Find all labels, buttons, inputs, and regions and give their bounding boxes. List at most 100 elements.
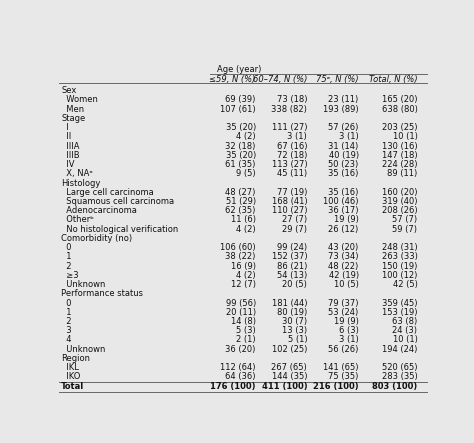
Text: 638 (80): 638 (80) [382, 105, 418, 114]
Text: 14 (8): 14 (8) [231, 317, 256, 326]
Text: 32 (18): 32 (18) [226, 142, 256, 151]
Text: 3 (1): 3 (1) [287, 132, 307, 141]
Text: 165 (20): 165 (20) [382, 96, 418, 105]
Text: 20 (11): 20 (11) [226, 308, 256, 317]
Text: 10 (1): 10 (1) [392, 132, 418, 141]
Text: 35 (20): 35 (20) [226, 151, 256, 160]
Text: 193 (89): 193 (89) [323, 105, 359, 114]
Text: 53 (24): 53 (24) [328, 308, 359, 317]
Text: 0: 0 [61, 299, 72, 307]
Text: 3 (1): 3 (1) [339, 132, 359, 141]
Text: 152 (37): 152 (37) [272, 253, 307, 261]
Text: Age (year): Age (year) [217, 65, 262, 74]
Text: Unknown: Unknown [61, 345, 105, 354]
Text: 73 (18): 73 (18) [277, 96, 307, 105]
Text: 263 (33): 263 (33) [382, 253, 418, 261]
Text: 75 (35): 75 (35) [328, 373, 359, 381]
Text: 45 (11): 45 (11) [277, 169, 307, 179]
Text: 153 (19): 153 (19) [382, 308, 418, 317]
Text: 12 (7): 12 (7) [231, 280, 256, 289]
Text: 130 (16): 130 (16) [382, 142, 418, 151]
Text: 48 (27): 48 (27) [226, 188, 256, 197]
Text: Men: Men [61, 105, 84, 114]
Text: 62 (35): 62 (35) [226, 206, 256, 215]
Text: 100 (12): 100 (12) [382, 271, 418, 280]
Text: 23 (11): 23 (11) [328, 96, 359, 105]
Text: 61 (35): 61 (35) [226, 160, 256, 169]
Text: 73 (34): 73 (34) [328, 253, 359, 261]
Text: Adenocarcinoma: Adenocarcinoma [61, 206, 137, 215]
Text: 107 (61): 107 (61) [220, 105, 256, 114]
Text: 147 (18): 147 (18) [382, 151, 418, 160]
Text: 141 (65): 141 (65) [323, 363, 359, 372]
Text: 36 (17): 36 (17) [328, 206, 359, 215]
Text: 72 (18): 72 (18) [277, 151, 307, 160]
Text: 27 (7): 27 (7) [282, 215, 307, 225]
Text: 5 (1): 5 (1) [288, 335, 307, 345]
Text: 69 (39): 69 (39) [226, 96, 256, 105]
Text: ≤59, N (%): ≤59, N (%) [210, 75, 256, 84]
Text: 30 (7): 30 (7) [282, 317, 307, 326]
Text: 43 (20): 43 (20) [328, 243, 359, 252]
Text: 4 (2): 4 (2) [236, 132, 256, 141]
Text: IIIB: IIIB [61, 151, 80, 160]
Text: 89 (11): 89 (11) [387, 169, 418, 179]
Text: 181 (44): 181 (44) [272, 299, 307, 307]
Text: Region: Region [61, 354, 90, 363]
Text: 4: 4 [61, 335, 72, 345]
Text: 36 (20): 36 (20) [226, 345, 256, 354]
Text: 35 (16): 35 (16) [328, 169, 359, 179]
Text: 160 (20): 160 (20) [382, 188, 418, 197]
Text: 359 (45): 359 (45) [382, 299, 418, 307]
Text: 100 (46): 100 (46) [323, 197, 359, 206]
Text: 5 (3): 5 (3) [236, 326, 256, 335]
Text: 20 (5): 20 (5) [283, 280, 307, 289]
Text: Unknown: Unknown [61, 280, 105, 289]
Text: 203 (25): 203 (25) [382, 123, 418, 132]
Text: 520 (65): 520 (65) [382, 363, 418, 372]
Text: 11 (6): 11 (6) [231, 215, 256, 225]
Text: IKL: IKL [61, 363, 79, 372]
Text: 54 (13): 54 (13) [277, 271, 307, 280]
Text: 50 (23): 50 (23) [328, 160, 359, 169]
Text: 67 (16): 67 (16) [277, 142, 307, 151]
Text: 31 (14): 31 (14) [328, 142, 359, 151]
Text: 112 (64): 112 (64) [220, 363, 256, 372]
Text: 224 (28): 224 (28) [382, 160, 418, 169]
Text: 283 (35): 283 (35) [382, 373, 418, 381]
Text: 77 (19): 77 (19) [277, 188, 307, 197]
Text: No histological verification: No histological verification [61, 225, 178, 234]
Text: 248 (31): 248 (31) [382, 243, 418, 252]
Text: Total, N (%): Total, N (%) [369, 75, 418, 84]
Text: 26 (12): 26 (12) [328, 225, 359, 234]
Text: 59 (7): 59 (7) [392, 225, 418, 234]
Text: 24 (3): 24 (3) [392, 326, 418, 335]
Text: Comorbidity (no): Comorbidity (no) [61, 234, 132, 243]
Text: 102 (25): 102 (25) [272, 345, 307, 354]
Text: Squamous cell carcinoma: Squamous cell carcinoma [61, 197, 174, 206]
Text: IIIA: IIIA [61, 142, 80, 151]
Text: 194 (24): 194 (24) [382, 345, 418, 354]
Text: 51 (29): 51 (29) [226, 197, 256, 206]
Text: 150 (19): 150 (19) [382, 262, 418, 271]
Text: 803 (100): 803 (100) [372, 381, 418, 391]
Text: Otherᵇ: Otherᵇ [61, 215, 94, 225]
Text: 40 (19): 40 (19) [328, 151, 359, 160]
Text: 3: 3 [61, 326, 72, 335]
Text: Stage: Stage [61, 114, 85, 123]
Text: X, NAᵃ: X, NAᵃ [61, 169, 93, 179]
Text: 13 (3): 13 (3) [282, 326, 307, 335]
Text: 3 (1): 3 (1) [339, 335, 359, 345]
Text: 63 (8): 63 (8) [392, 317, 418, 326]
Text: 0: 0 [61, 243, 72, 252]
Text: 1: 1 [61, 308, 72, 317]
Text: 19 (9): 19 (9) [334, 317, 359, 326]
Text: ≥3: ≥3 [61, 271, 79, 280]
Text: 110 (27): 110 (27) [272, 206, 307, 215]
Text: 144 (35): 144 (35) [272, 373, 307, 381]
Text: 57 (7): 57 (7) [392, 215, 418, 225]
Text: 10 (5): 10 (5) [334, 280, 359, 289]
Text: 2: 2 [61, 317, 72, 326]
Text: Sex: Sex [61, 86, 76, 95]
Text: 2: 2 [61, 262, 72, 271]
